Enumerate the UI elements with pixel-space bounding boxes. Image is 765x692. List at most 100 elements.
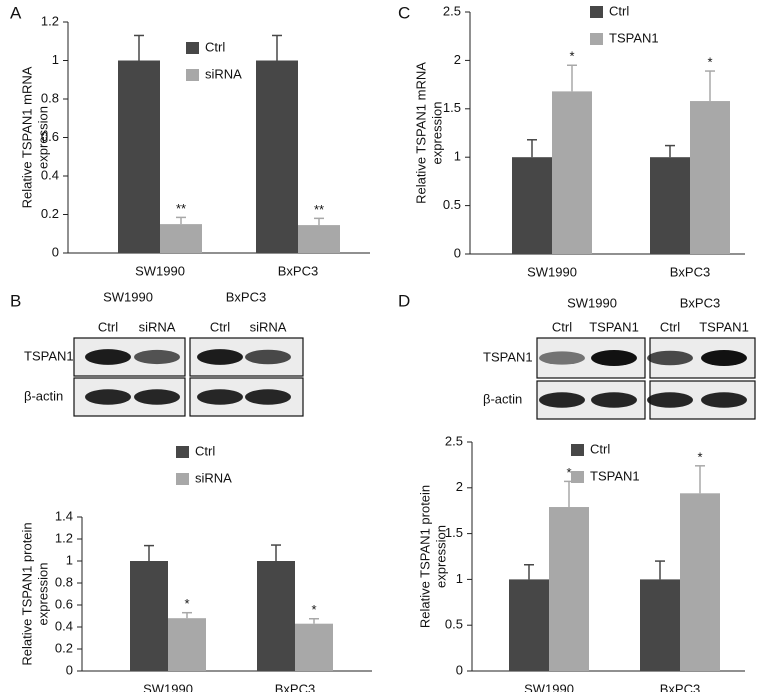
- y-tick-label: 0.4: [55, 618, 73, 633]
- blot-band: [647, 350, 693, 366]
- blot-band: [85, 389, 131, 405]
- significance-label: *: [707, 54, 712, 69]
- significance-label: *: [697, 449, 702, 464]
- y-tick-label: 0: [66, 662, 73, 677]
- legend-swatch: [176, 473, 189, 485]
- bar: [512, 157, 552, 254]
- blot-lane-label: TSPAN1: [699, 319, 749, 334]
- blot-band: [591, 350, 637, 366]
- legend-swatch: [571, 444, 584, 456]
- blot-band: [539, 392, 585, 408]
- y-tick-label: 0: [52, 244, 59, 259]
- blot-row-label: TSPAN1: [24, 348, 74, 363]
- blot-band: [591, 392, 637, 408]
- y-tick-label: 2.5: [445, 433, 463, 448]
- panel-label: C: [398, 3, 410, 22]
- bar: [118, 60, 160, 253]
- bar: [680, 493, 720, 671]
- y-axis-label: expression: [429, 102, 444, 165]
- y-tick-label: 0.5: [443, 197, 461, 212]
- blot-group-label: SW1990: [567, 295, 617, 310]
- y-tick-label: 2: [456, 479, 463, 494]
- blot-lane-label: TSPAN1: [589, 319, 639, 334]
- blot-band: [197, 349, 243, 365]
- blot-band: [701, 350, 747, 366]
- y-tick-label: 1.2: [41, 13, 59, 28]
- x-tick-label: SW1990: [527, 264, 577, 279]
- blot-group-label: BxPC3: [680, 295, 720, 310]
- y-axis-label: Relative TSPAN1 mRNA: [19, 66, 34, 208]
- bar: [160, 224, 202, 253]
- y-tick-label: 0: [456, 662, 463, 677]
- blot-lane-label: Ctrl: [98, 319, 118, 334]
- blot-band: [85, 349, 131, 365]
- panel-label: D: [398, 291, 410, 310]
- x-tick-label: BxPC3: [275, 681, 315, 692]
- y-tick-label: 0.2: [41, 206, 59, 221]
- legend-label: siRNA: [205, 66, 242, 81]
- bar: [256, 60, 298, 253]
- panel-label: A: [10, 3, 22, 22]
- y-axis-label: expression: [35, 106, 50, 169]
- y-tick-label: 1: [456, 571, 463, 586]
- significance-label: *: [184, 596, 189, 611]
- legend-swatch: [590, 33, 603, 45]
- bar: [549, 507, 589, 671]
- x-tick-label: BxPC3: [670, 264, 710, 279]
- significance-label: **: [314, 202, 324, 217]
- legend-swatch: [571, 471, 584, 483]
- bar: [552, 91, 592, 254]
- y-tick-label: 0.2: [55, 640, 73, 655]
- y-tick-label: 0.8: [55, 574, 73, 589]
- legend-swatch: [590, 6, 603, 18]
- blot-row-label: TSPAN1: [483, 349, 533, 364]
- y-axis-label: Relative TSPAN1 mRNA: [413, 62, 428, 204]
- y-tick-label: 2: [454, 52, 461, 67]
- x-tick-label: SW1990: [524, 681, 574, 692]
- y-tick-label: 0: [454, 245, 461, 260]
- y-tick-label: 1.2: [55, 530, 73, 545]
- y-tick-label: 0.4: [41, 167, 59, 182]
- y-axis-label: Relative TSPAN1 protein: [19, 522, 34, 665]
- y-tick-label: 0.6: [55, 596, 73, 611]
- blot-band: [134, 389, 180, 405]
- legend-swatch: [176, 446, 189, 458]
- blot-band: [647, 392, 693, 408]
- significance-label: *: [566, 465, 571, 480]
- x-tick-label: SW1990: [135, 263, 185, 278]
- bar: [509, 579, 549, 671]
- bar: [257, 561, 295, 671]
- legend-label: Ctrl: [609, 3, 629, 18]
- blot-band: [539, 351, 585, 365]
- y-tick-label: 2.5: [443, 3, 461, 18]
- legend-swatch: [186, 42, 199, 54]
- legend-label: Ctrl: [590, 441, 610, 456]
- legend-label: Ctrl: [195, 443, 215, 458]
- blot-band: [245, 349, 291, 365]
- bar: [130, 561, 168, 671]
- legend-label: Ctrl: [205, 39, 225, 54]
- bar: [168, 618, 206, 671]
- blot-group-label: BxPC3: [226, 289, 266, 304]
- bar: [640, 579, 680, 671]
- x-tick-label: BxPC3: [660, 681, 700, 692]
- y-tick-label: 1: [454, 149, 461, 164]
- y-tick-label: 1: [52, 52, 59, 67]
- blot-band: [197, 389, 243, 405]
- legend-label: TSPAN1: [609, 30, 659, 45]
- legend-label: siRNA: [195, 470, 232, 485]
- blot-lane-label: Ctrl: [552, 319, 572, 334]
- blot-group-label: SW1990: [103, 289, 153, 304]
- y-axis-label: expression: [433, 525, 448, 588]
- y-tick-label: 1.4: [55, 508, 73, 523]
- y-tick-label: 1.5: [443, 100, 461, 115]
- y-tick-label: 1.5: [445, 525, 463, 540]
- blot-band: [701, 392, 747, 408]
- significance-label: **: [176, 201, 186, 216]
- bar: [690, 101, 730, 254]
- blot-row-label: β-actin: [483, 391, 522, 406]
- y-tick-label: 0.8: [41, 90, 59, 105]
- blot-lane-label: Ctrl: [660, 319, 680, 334]
- blot-lane-label: siRNA: [139, 319, 176, 334]
